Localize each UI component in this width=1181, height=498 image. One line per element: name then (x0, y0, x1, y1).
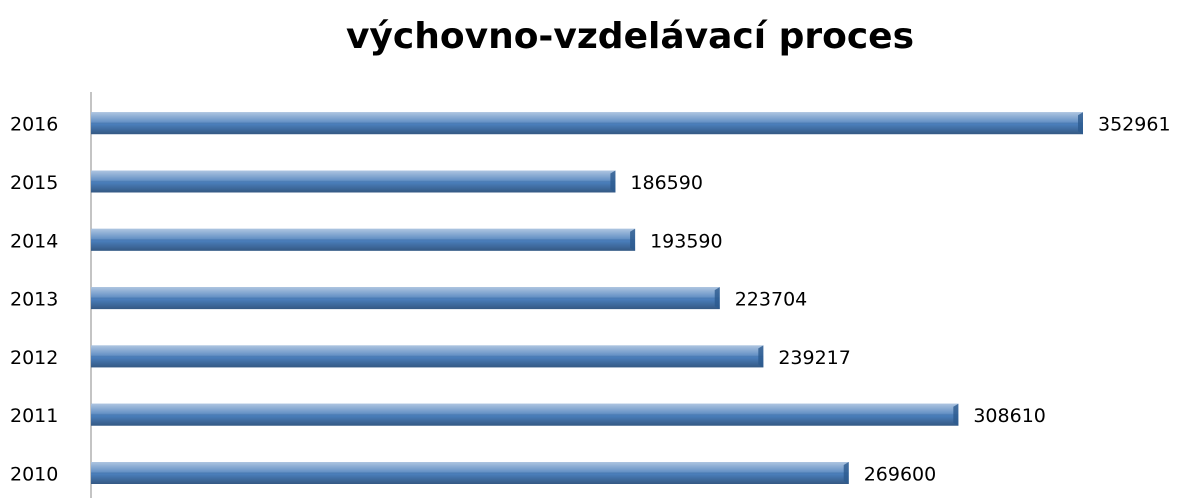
bar-end (758, 345, 764, 368)
bar-end (630, 228, 636, 251)
bar-end (610, 170, 616, 193)
y-tick-label: 2012 (10, 347, 58, 369)
bar-shine (91, 112, 1083, 135)
value-label: 193590 (650, 230, 723, 252)
bar-shine (91, 228, 636, 251)
value-label: 186590 (630, 172, 703, 194)
value-label: 239217 (778, 347, 851, 369)
y-tick-label: 2010 (10, 464, 58, 486)
y-tick-label: 2011 (10, 405, 58, 427)
bar-shine (91, 170, 616, 193)
bar-end (714, 287, 720, 310)
y-tick-label: 2013 (10, 289, 58, 311)
value-label: 308610 (973, 405, 1046, 427)
y-tick-label: 2014 (10, 230, 58, 252)
bar-shine (91, 462, 849, 484)
value-label: 352961 (1098, 114, 1171, 136)
value-label: 223704 (735, 289, 808, 311)
bar-shine (91, 403, 959, 426)
y-tick-label: 2016 (10, 114, 58, 136)
bar-shine (91, 287, 720, 310)
bar-end (1078, 112, 1083, 135)
bar-end (843, 462, 849, 484)
bar-shine (91, 345, 764, 368)
bar-end (953, 403, 959, 426)
value-label: 269600 (864, 464, 937, 486)
chart-title: výchovno-vzdelávací proces (346, 16, 914, 57)
y-tick-label: 2015 (10, 172, 58, 194)
